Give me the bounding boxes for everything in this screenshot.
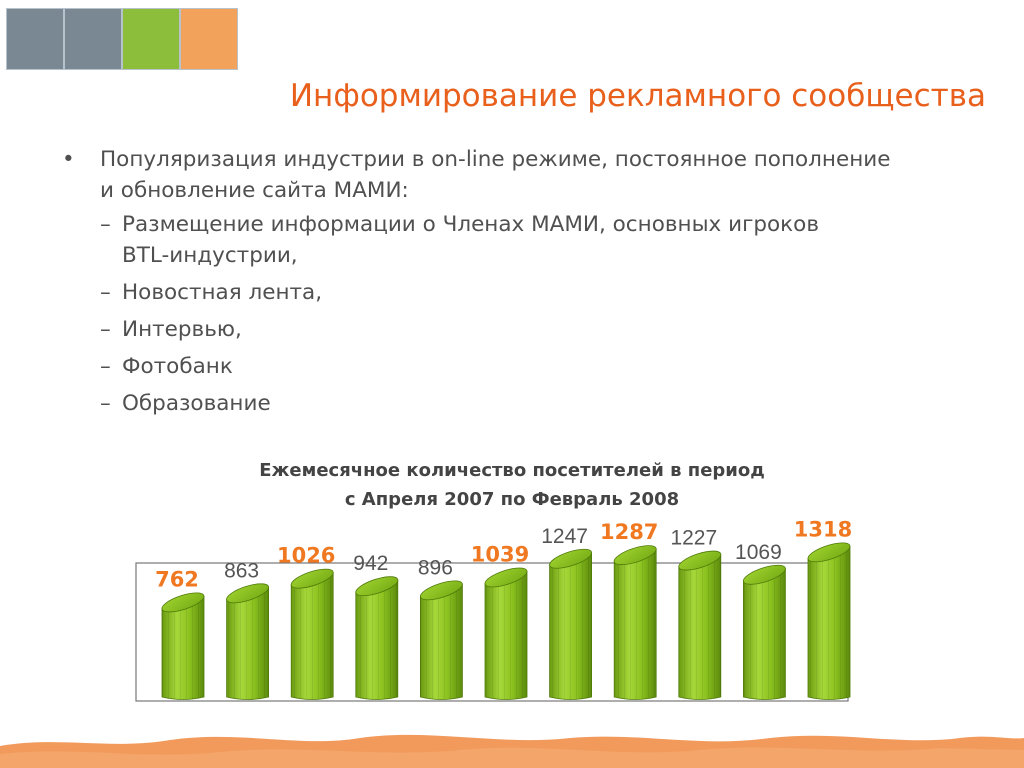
bullet-marker: • <box>62 147 75 172</box>
bar-value-label: 863 <box>224 559 259 582</box>
chart-title-line: с Апреля 2007 по Февраль 2008 <box>344 489 680 510</box>
mami-logo <box>6 8 238 70</box>
bar <box>678 550 722 700</box>
sub-item: – Интервью, <box>62 314 902 345</box>
sub-item: – Новостная лента, <box>62 277 902 308</box>
bar <box>290 568 334 700</box>
footer-decoration <box>0 734 1024 768</box>
dash-marker: – <box>100 391 111 416</box>
logo-block <box>181 9 237 69</box>
bar <box>807 542 851 700</box>
bar-value-label: 1069 <box>735 541 782 564</box>
bar <box>355 576 399 700</box>
bar-value-label: 1026 <box>277 544 335 568</box>
bar <box>419 580 463 700</box>
bar <box>742 564 786 700</box>
bar <box>484 567 528 700</box>
bar-value-label: 1247 <box>541 525 588 548</box>
bar-value-label: 1287 <box>600 520 658 544</box>
bar-value-label: 1227 <box>670 527 717 550</box>
sub-item-text: Новостная лента, <box>122 280 323 305</box>
sub-item: – Фотобанк <box>62 351 902 382</box>
dash-marker: – <box>100 280 111 305</box>
dash-marker: – <box>100 354 111 379</box>
bar-value-label: 896 <box>418 556 453 579</box>
sub-item: – Образование <box>62 388 902 419</box>
bullet-text: Популяризация индустрии в on-line режиме… <box>100 147 891 203</box>
bar <box>161 592 205 700</box>
sub-item: – Размещение информации о Членах МАМИ, о… <box>62 209 902 271</box>
chart-title-line: Ежемесячное количество посетителей в пер… <box>259 460 765 481</box>
bar <box>226 583 270 700</box>
sub-list: – Размещение информации о Членах МАМИ, о… <box>62 209 902 419</box>
dash-marker: – <box>100 317 111 342</box>
bar <box>613 545 657 700</box>
sub-item-text: Размещение информации о Членах МАМИ, осн… <box>122 212 819 268</box>
sub-item-text: Образование <box>122 391 271 416</box>
bullet-list: • Популяризация индустрии в on-line режи… <box>62 144 902 425</box>
chart-title: Ежемесячное количество посетителей в пер… <box>160 456 864 514</box>
logo-block <box>123 9 179 69</box>
bar-value-label: 1318 <box>794 517 852 541</box>
bar-value-label: 762 <box>155 567 199 591</box>
visitors-chart: 762 863 1026 942 896 1039 1247 1287 1227 1069 1318 <box>135 517 852 702</box>
bar <box>549 548 593 700</box>
bar-value-label: 1039 <box>471 542 529 566</box>
sub-item-text: Интервью, <box>122 317 242 342</box>
slide-title: Информирование рекламного сообщества <box>289 78 986 114</box>
logo-block <box>7 9 63 69</box>
bullet-item: • Популяризация индустрии в on-line режи… <box>62 144 902 206</box>
bar-value-label: 942 <box>353 552 388 575</box>
logo-block <box>65 9 121 69</box>
dash-marker: – <box>100 212 111 237</box>
sub-item-text: Фотобанк <box>122 354 233 379</box>
